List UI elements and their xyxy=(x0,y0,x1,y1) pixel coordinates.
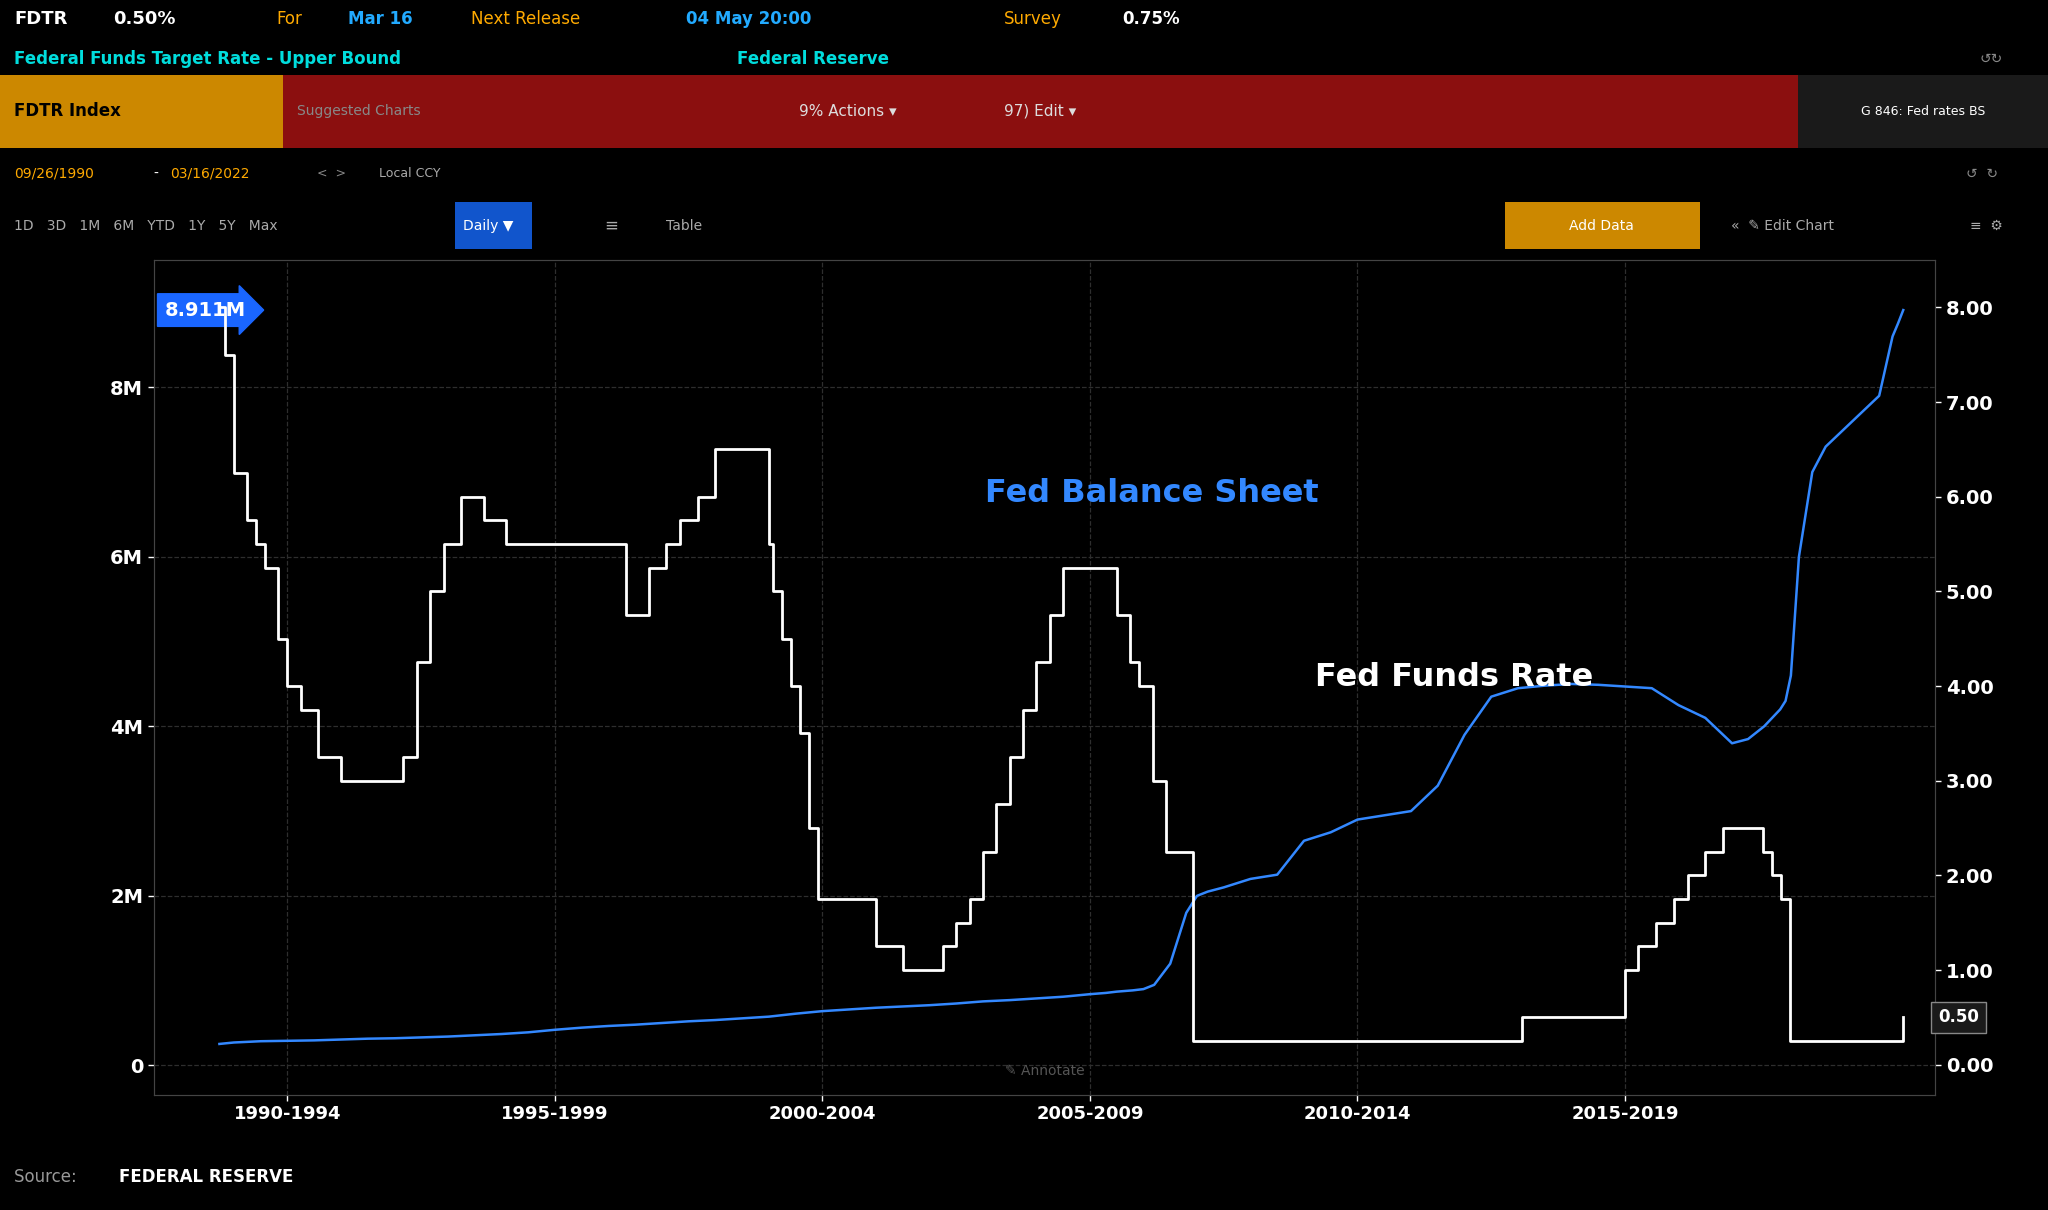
Text: -: - xyxy=(154,167,158,180)
Text: G 846: Fed rates BS: G 846: Fed rates BS xyxy=(1862,105,1985,117)
Bar xyxy=(283,75,1798,148)
Bar xyxy=(0,75,283,148)
Text: Add Data: Add Data xyxy=(1569,219,1634,232)
Text: Mar 16: Mar 16 xyxy=(348,10,414,28)
Text: Fed Funds Rate: Fed Funds Rate xyxy=(1315,662,1593,693)
Text: 0.50%: 0.50% xyxy=(113,10,176,28)
Text: ≡  ⚙: ≡ ⚙ xyxy=(1970,219,2003,232)
Text: 04 May 20:00: 04 May 20:00 xyxy=(686,10,811,28)
Text: 9% Actions ▾: 9% Actions ▾ xyxy=(799,104,897,119)
Text: Source:: Source: xyxy=(14,1168,82,1186)
Text: ↺  ↻: ↺ ↻ xyxy=(1966,167,1999,180)
Text: FDTR Index: FDTR Index xyxy=(14,103,121,120)
Bar xyxy=(1798,75,2048,148)
Text: FDTR: FDTR xyxy=(14,10,68,28)
Text: Table: Table xyxy=(666,219,702,232)
Text: Next Release: Next Release xyxy=(471,10,580,28)
Text: ✎ Annotate: ✎ Annotate xyxy=(1006,1065,1083,1078)
Text: Survey: Survey xyxy=(1004,10,1061,28)
Text: «  ✎ Edit Chart: « ✎ Edit Chart xyxy=(1731,219,1833,232)
Text: Fed Balance Sheet: Fed Balance Sheet xyxy=(985,478,1319,509)
Text: 0.50: 0.50 xyxy=(1937,1008,1978,1026)
Text: Federal Funds Target Rate - Upper Bound: Federal Funds Target Rate - Upper Bound xyxy=(14,50,401,68)
Text: 8.911M: 8.911M xyxy=(164,300,246,319)
Text: 03/16/2022: 03/16/2022 xyxy=(170,167,250,180)
Bar xyxy=(1505,202,1700,249)
Text: Daily ▼: Daily ▼ xyxy=(463,219,514,232)
Text: FEDERAL RESERVE: FEDERAL RESERVE xyxy=(119,1168,293,1186)
Text: Local CCY: Local CCY xyxy=(379,167,440,180)
Text: 97) Edit ▾: 97) Edit ▾ xyxy=(1004,104,1075,119)
Text: 1D   3D   1M   6M   YTD   1Y   5Y   Max: 1D 3D 1M 6M YTD 1Y 5Y Max xyxy=(14,219,279,232)
Text: Suggested Charts: Suggested Charts xyxy=(297,104,420,119)
Text: <  >: < > xyxy=(317,167,346,180)
Text: ≡: ≡ xyxy=(604,217,618,235)
Text: 09/26/1990: 09/26/1990 xyxy=(14,167,94,180)
Bar xyxy=(455,202,532,249)
Text: ↺↻: ↺↻ xyxy=(1980,52,2003,65)
Text: 0.75%: 0.75% xyxy=(1122,10,1180,28)
Text: For: For xyxy=(276,10,303,28)
Text: Federal Reserve: Federal Reserve xyxy=(737,50,889,68)
